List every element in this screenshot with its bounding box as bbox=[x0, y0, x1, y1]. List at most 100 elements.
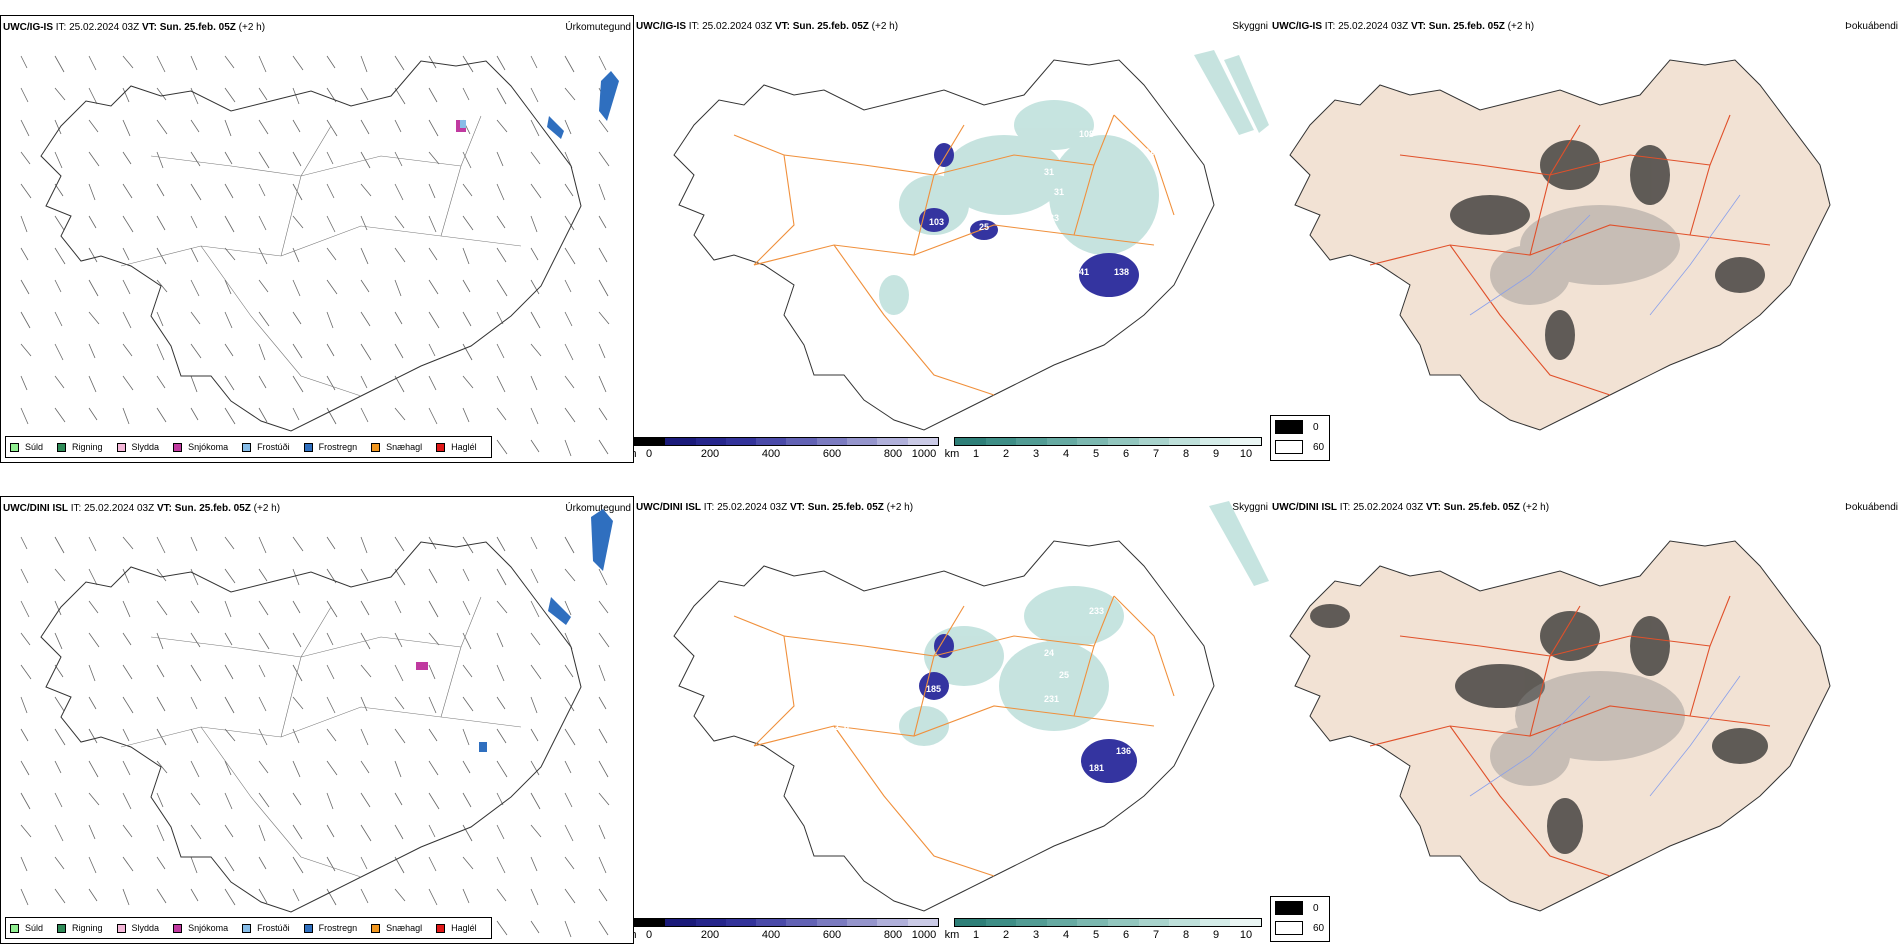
wind-barb bbox=[326, 407, 337, 425]
wind-barb bbox=[156, 760, 168, 774]
legend-item: Snjókoma bbox=[173, 923, 228, 933]
wind-barb bbox=[292, 55, 304, 71]
wind-barb bbox=[496, 664, 505, 682]
wind-barb bbox=[20, 632, 31, 646]
wind-barb bbox=[190, 824, 202, 840]
wind-barb bbox=[530, 279, 540, 295]
ceiling-scale-bar bbox=[634, 918, 939, 927]
wind-barb bbox=[394, 536, 405, 552]
wind-barb bbox=[496, 439, 508, 455]
wind-barb bbox=[88, 600, 99, 614]
wind-barb bbox=[190, 407, 199, 421]
panel-title: Úrkomutegund bbox=[565, 22, 631, 33]
svg-text:133: 133 bbox=[1044, 213, 1059, 223]
wind-barb bbox=[88, 568, 98, 586]
wind-barb bbox=[428, 55, 437, 69]
scale-swatch bbox=[985, 438, 1017, 445]
panel-header: UWC/IG-IS IT: 25.02.2024 03Z VT: Sun. 25… bbox=[636, 21, 899, 32]
wind-barb bbox=[88, 215, 97, 229]
wind-barb bbox=[292, 856, 304, 874]
wind-barb bbox=[462, 664, 473, 678]
wind-barb bbox=[530, 760, 540, 776]
wind-barb bbox=[258, 824, 266, 842]
wind-barb bbox=[122, 824, 133, 838]
wind-barb bbox=[20, 311, 31, 329]
wind-barb bbox=[564, 760, 572, 774]
wind-barb bbox=[292, 247, 300, 263]
wind-barb bbox=[564, 279, 572, 293]
panel-title: Þokuábendi bbox=[1845, 502, 1898, 513]
legend-item: Slydda bbox=[116, 442, 159, 452]
wind-barb bbox=[564, 600, 572, 616]
wind-barb bbox=[156, 151, 164, 169]
wind-barb bbox=[598, 792, 610, 806]
wind-barb bbox=[564, 888, 576, 904]
svg-text:103: 103 bbox=[929, 217, 944, 227]
scale-swatch bbox=[695, 438, 726, 445]
wind-barb bbox=[598, 215, 607, 229]
wind-barb bbox=[292, 151, 302, 167]
wind-barb bbox=[156, 215, 166, 231]
wind-barb bbox=[564, 87, 576, 101]
wind-barb bbox=[394, 632, 403, 648]
wind-barb bbox=[54, 536, 65, 554]
wind-barb bbox=[156, 87, 167, 101]
wind-barb bbox=[564, 920, 572, 938]
wind-barb bbox=[462, 824, 473, 842]
wind-barb bbox=[20, 151, 31, 165]
wind-barb bbox=[428, 247, 438, 261]
wind-barb bbox=[224, 279, 232, 295]
svg-text:231: 231 bbox=[1044, 694, 1059, 704]
wind-barb bbox=[190, 536, 198, 552]
wind-barb bbox=[462, 343, 473, 361]
wind-barb bbox=[428, 87, 438, 103]
wind-barb bbox=[326, 536, 336, 550]
svg-text:25: 25 bbox=[1059, 670, 1069, 680]
scale-swatch bbox=[1199, 438, 1231, 445]
wind-barb bbox=[428, 600, 439, 618]
fog-index-panel-bottom: UWC/DINI ISL IT: 25.02.2024 03Z VT: Sun.… bbox=[1270, 496, 1900, 944]
wind-barb bbox=[394, 119, 402, 133]
panel-title: Úrkomutegund bbox=[565, 503, 631, 514]
wind-barb bbox=[462, 696, 474, 712]
wind-barb bbox=[326, 664, 335, 680]
wind-barb bbox=[496, 311, 504, 325]
fog-index-key-bottom: 0 60 bbox=[1270, 896, 1330, 942]
wind-barb bbox=[530, 600, 540, 618]
wind-barb bbox=[20, 536, 28, 550]
iceland-ceiling-map: 108 31 31 133 103 25 30 41 138 81 bbox=[673, 50, 1269, 431]
scale-swatch bbox=[1016, 438, 1047, 445]
wind-barb bbox=[292, 215, 304, 229]
wind-barb bbox=[292, 279, 301, 297]
ceiling-scale: m 0 200 400 600 800 1000 bbox=[634, 918, 939, 944]
wind-barb bbox=[54, 632, 63, 650]
wind-barb bbox=[20, 407, 29, 425]
wind-barb bbox=[360, 119, 370, 135]
wind-barb bbox=[54, 119, 62, 135]
wind-barb bbox=[292, 760, 301, 778]
visibility-scale-bar bbox=[954, 918, 1262, 927]
wind-barb bbox=[496, 792, 504, 806]
wind-barb bbox=[88, 279, 99, 297]
scale-swatch bbox=[985, 919, 1017, 926]
wind-barb bbox=[530, 696, 538, 714]
wind-barb bbox=[496, 55, 506, 71]
wind-barb bbox=[20, 247, 29, 261]
wind-barb bbox=[258, 375, 267, 389]
wind-barb bbox=[122, 568, 130, 584]
legend-item: Frostúði bbox=[242, 923, 290, 933]
svg-text:136: 136 bbox=[1116, 746, 1131, 756]
wind-barb bbox=[564, 856, 575, 870]
wind-barb bbox=[258, 87, 268, 101]
wind-barb bbox=[428, 664, 436, 680]
scale-swatch bbox=[695, 919, 726, 926]
wind-barb bbox=[88, 536, 97, 552]
wind-barb bbox=[122, 888, 130, 906]
wind-barb bbox=[190, 55, 198, 71]
wind-barb bbox=[360, 311, 371, 327]
scale-swatch bbox=[1169, 438, 1200, 445]
wind-barb bbox=[190, 888, 199, 902]
wind-barb bbox=[598, 279, 609, 297]
wind-barb bbox=[122, 600, 131, 618]
ceiling-scale: m 0 200 400 600 800 1000 bbox=[634, 437, 939, 463]
